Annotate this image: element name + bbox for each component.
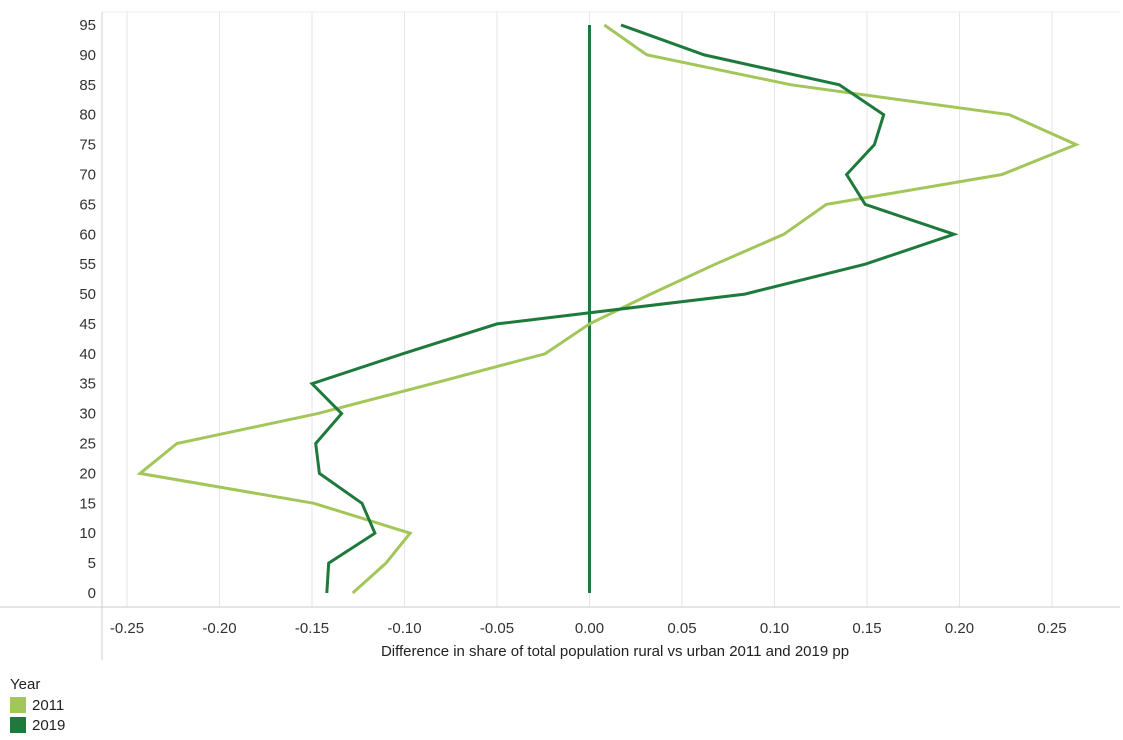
x-tick-label: 0.05 (667, 620, 696, 637)
x-tick-label: 0.25 (1037, 620, 1066, 637)
y-tick-label: 15 (79, 495, 96, 512)
x-tick-label: -0.10 (387, 620, 421, 637)
y-tick-label: 80 (79, 107, 96, 124)
y-tick-label: 25 (79, 436, 96, 453)
axes (0, 11, 1120, 660)
x-tick-label: 0.10 (760, 620, 789, 637)
y-tick-label: 10 (79, 525, 96, 542)
legend-title: Year (10, 676, 41, 693)
x-axis-title: Difference in share of total population … (381, 643, 849, 660)
x-tick-label: -0.15 (295, 620, 329, 637)
y-tick-label: 20 (79, 465, 96, 482)
series-line-2011 (136, 23, 1080, 595)
legend-swatch-2019 (10, 717, 26, 733)
legend-label-2019: 2019 (32, 716, 66, 734)
legend-item-2011[interactable]: 2011 (10, 695, 65, 715)
y-tick-label: 95 (79, 17, 96, 34)
y-tick-label: 65 (79, 196, 96, 213)
y-tick-label: 85 (79, 77, 96, 94)
y-tick-label: 90 (79, 47, 96, 64)
y-tick-label: 75 (79, 137, 96, 154)
x-tick-label: 0.20 (945, 620, 974, 637)
y-tick-label: 60 (79, 226, 96, 243)
line-chart: 0 5 10 15 20 25 30 35 40 45 50 55 60 65 70 75 80 85 90 95 -… (0, 11, 1120, 660)
y-tick-label: 0 (88, 585, 96, 602)
y-tick-label: 30 (79, 406, 96, 423)
x-tick-label: -0.20 (202, 620, 236, 637)
y-tick-label: 5 (88, 555, 96, 572)
y-tick-label: 45 (79, 316, 96, 333)
legend-item-2019[interactable]: 2019 (10, 715, 65, 735)
y-tick-label: 70 (79, 166, 96, 183)
x-tick-label: -0.25 (110, 620, 144, 637)
y-tick-label: 50 (79, 286, 96, 303)
x-axis-ticks: -0.25 -0.20 -0.15 -0.10 -0.05 0.00 0.05 0.10 0.1… (110, 620, 1067, 637)
y-tick-label: 55 (79, 256, 96, 273)
series-lines (136, 23, 1080, 595)
y-tick-label: 35 (79, 376, 96, 393)
legend-swatch-2011 (10, 697, 26, 713)
x-tick-label: 0.00 (575, 620, 604, 637)
series-line-2019 (309, 23, 959, 594)
y-tick-label: 40 (79, 346, 96, 363)
legend-label-2011: 2011 (32, 696, 65, 714)
y-axis-ticks: 0 5 10 15 20 25 30 35 40 45 50 55 60 65 70 75 80 85 90 95 (79, 17, 96, 602)
x-tick-label: 0.15 (852, 620, 881, 637)
legend: Year 2011 2019 (10, 676, 65, 735)
x-tick-label: -0.05 (480, 620, 514, 637)
